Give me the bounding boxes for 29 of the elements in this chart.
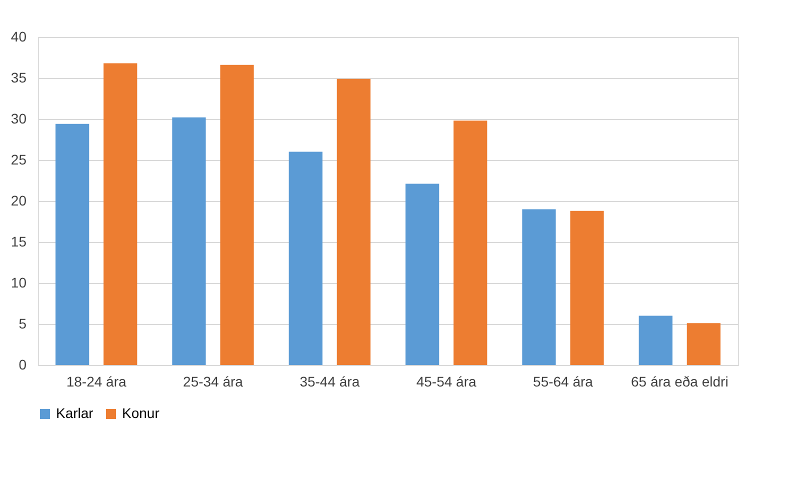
x-tick-label: 55-64 ára [533, 374, 594, 390]
y-tick-label: 15 [10, 234, 27, 250]
x-tick-label: 45-54 ára [416, 374, 477, 390]
y-tick-label: 35 [10, 70, 27, 86]
x-tick-label: 18-24 ára [66, 374, 127, 390]
x-tick-label: 35-44 ára [300, 374, 360, 390]
bar [454, 120, 488, 365]
bar [288, 152, 322, 365]
legend-label: Konur [122, 405, 160, 421]
y-tick-label: 10 [10, 274, 27, 290]
y-tick-label: 5 [18, 316, 27, 332]
bar [638, 316, 672, 365]
y-tick-label: 0 [18, 356, 27, 372]
bar [172, 117, 206, 365]
bar [104, 63, 138, 365]
legend-label: Karlar [56, 405, 94, 421]
y-tick-label: 25 [10, 152, 27, 168]
bar [522, 209, 556, 365]
bar [56, 124, 90, 365]
bar [570, 210, 604, 365]
bar [220, 64, 254, 365]
y-tick-label: 30 [10, 110, 27, 126]
bar [336, 78, 370, 365]
x-tick-label: 25-34 ára [183, 374, 244, 390]
y-tick-label: 20 [10, 192, 27, 208]
bar [686, 323, 720, 365]
x-tick-label: 65 ára eða eldri [631, 374, 728, 390]
bar [406, 184, 440, 365]
y-tick-label: 40 [10, 28, 27, 44]
